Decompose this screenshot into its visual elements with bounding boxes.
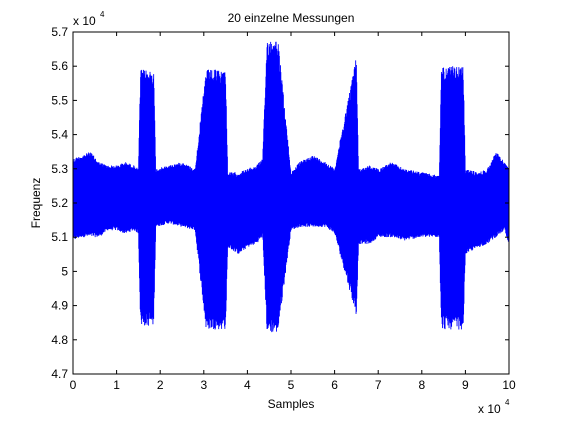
x-tick-label: 8	[418, 378, 425, 392]
y-exponent-power: 4	[100, 10, 105, 19]
tick-layer: 0 1 2 3 4 5 6 7 8 9 10 4.7 4.8 4.9 5 5.1 5.2 5.3 5.4 5.5 5.6…	[51, 25, 516, 392]
y-tick-label: 4.7	[51, 367, 68, 381]
y-tick-label: 5.2	[51, 196, 68, 210]
y-exponent-label: x 10 4	[73, 10, 105, 28]
x-axis-label: Samples	[268, 397, 315, 411]
y-axis-label: Frequenz	[29, 178, 43, 229]
x-exponent-power: 4	[505, 398, 510, 407]
y-tick-label: 4.8	[51, 333, 68, 347]
y-exponent-base: x 10	[73, 14, 96, 28]
x-tick-label: 2	[157, 378, 164, 392]
series-0-line	[72, 41, 510, 333]
y-tick-label: 5.1	[51, 230, 68, 244]
x-tick-label: 6	[331, 378, 338, 392]
y-tick-label: 4.9	[51, 299, 68, 313]
x-tick-label: 9	[462, 378, 469, 392]
x-tick-label: 1	[113, 378, 120, 392]
x-exponent-base: x 10	[478, 402, 501, 416]
x-tick-label: 10	[502, 378, 516, 392]
y-tick-label: 5.6	[51, 59, 68, 73]
y-tick-label: 5.5	[51, 93, 68, 107]
x-tick-label: 3	[200, 378, 207, 392]
y-tick-label: 5.4	[51, 128, 68, 142]
x-tick-label: 4	[244, 378, 251, 392]
x-tick-label: 0	[70, 378, 77, 392]
y-tick-label: 5.7	[51, 25, 68, 39]
x-exponent-label: x 10 4	[478, 398, 510, 416]
chart-title: 20 einzelne Messungen	[228, 11, 355, 25]
data-layer	[72, 41, 510, 333]
x-tick-label: 7	[375, 378, 382, 392]
y-tick-label: 5.3	[51, 162, 68, 176]
x-tick-label: 5	[288, 378, 295, 392]
y-tick-label: 5	[61, 264, 68, 278]
